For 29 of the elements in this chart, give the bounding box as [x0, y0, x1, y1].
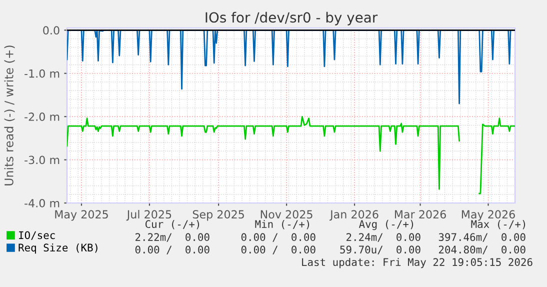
text: Cur (-/+): [145, 220, 200, 230]
y-tick-label: -2.0 m: [24, 112, 60, 121]
legend-label: Req Size (KB): [18, 243, 98, 254]
text: 204.80m/ 0.00: [438, 246, 526, 254]
x-tick-label: May 2025: [55, 210, 108, 221]
text: 0.00 / 0.00: [135, 246, 210, 254]
x-tick-label: Nov 2025: [260, 210, 312, 219]
text: Min (-/+): [255, 220, 310, 230]
x-tick-label: Sep 2025: [192, 210, 244, 221]
x-tick-label: Jan 2026: [329, 210, 378, 221]
text: 2.22m/ 0.00: [136, 233, 210, 242]
text: 397.46m/ 0.00: [438, 233, 526, 242]
text: 0.00 / 0.00: [241, 246, 316, 254]
text: 2.24m/ 0.00: [346, 233, 420, 242]
legend-label: IO/sec: [19, 231, 55, 240]
x-tick-label: May 2026: [462, 210, 515, 221]
x-tick-label: Mar 2026: [394, 210, 446, 219]
text: 59.70u/ 0.00: [340, 246, 420, 254]
chart-title: IOs for /dev/sr0 - by year: [206, 12, 378, 26]
y-tick-label: -3.0 m: [24, 156, 60, 164]
y-tick-label: 0.0: [43, 26, 60, 35]
text: Max (-/+): [471, 220, 526, 230]
text: Avg (-/+): [358, 220, 414, 230]
text: Last update: Fri May 22 19:05:15 2026: [302, 258, 532, 268]
y-tick-label: -1.0 m: [24, 69, 60, 78]
x-tick-label: Jul 2025: [126, 210, 172, 221]
y-tick-label: -4.0 m: [24, 198, 60, 208]
text: 0.00 / 0.00: [241, 233, 316, 242]
y-axis-title: Units read (-) / write (+): [4, 46, 15, 186]
